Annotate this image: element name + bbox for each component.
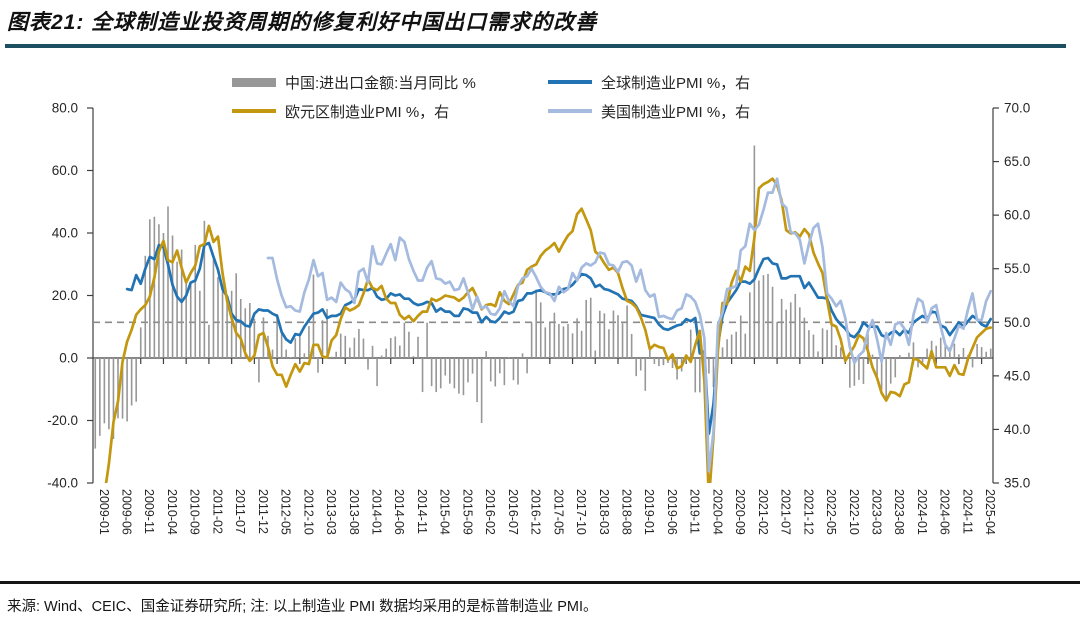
- x-axis-tick: 2022-05: [824, 489, 838, 535]
- x-axis-tick: 2013-03: [324, 489, 338, 535]
- x-axis-tick: 2012-05: [279, 489, 293, 535]
- x-axis-tick: 2020-04: [710, 489, 724, 535]
- legend-item-us-pmi: 美国制造业PMI %，右: [548, 101, 750, 121]
- x-axis-tick: 2016-12: [529, 489, 543, 535]
- series-us-pmi: [266, 177, 993, 473]
- right-axis-tick: 60.0: [1004, 208, 1030, 223]
- right-axis-tick: 45.0: [1004, 368, 1030, 383]
- x-axis-tick: 2013-08: [347, 489, 361, 535]
- x-axis-tick: 2010-04: [165, 489, 179, 535]
- title-divider: [5, 44, 1066, 48]
- x-axis-tick: 2017-05: [551, 489, 565, 535]
- x-axis-tick: 2021-12: [801, 489, 815, 535]
- right-axis-tick: 50.0: [1004, 315, 1030, 330]
- x-axis-tick: 2021-07: [779, 489, 793, 535]
- legend-label-global-pmi: 全球制造业PMI %，右: [601, 74, 751, 92]
- left-axis-tick: -20.0: [47, 413, 78, 428]
- right-axis-tick: 55.0: [1004, 261, 1030, 276]
- x-axis-tick: 2011-07: [233, 489, 247, 534]
- x-axis-tick: 2019-11: [688, 489, 702, 534]
- x-axis-tick: 2023-03: [870, 489, 884, 535]
- x-axis-tick: 2009-11: [142, 489, 156, 534]
- legend-item-china-trade: 中国:进出口金额:当月同比 %: [232, 72, 476, 92]
- x-axis-tick: 2017-10: [574, 489, 588, 535]
- left-axis-tick: 0.0: [59, 351, 78, 366]
- x-axis-tick: 2022-10: [847, 489, 861, 535]
- right-axis-tick: 40.0: [1004, 422, 1030, 437]
- right-axis-tick: 35.0: [1004, 476, 1030, 491]
- legend-label-us-pmi: 美国制造业PMI %，右: [601, 103, 751, 121]
- axis-tick-labels: 80.0 60.0 40.0 20.0 0.0 -20.0 -40.0 70.0 65.0 60.…: [47, 101, 1030, 535]
- line-swatch-icon: [232, 109, 276, 113]
- x-axis-tick: 2019-01: [642, 489, 656, 535]
- figure-title: 图表21: 全球制造业投资周期的修复利好中国出口需求的改善: [7, 11, 598, 34]
- x-axis-tick: 2015-04: [438, 489, 452, 535]
- x-axis-tick: 2009-01: [97, 489, 111, 535]
- bar-swatch-icon: [232, 77, 276, 87]
- left-axis-tick: 60.0: [52, 163, 78, 178]
- right-axis-tick: 65.0: [1004, 154, 1030, 169]
- left-axis-tick: -40.0: [47, 476, 78, 491]
- x-axis-tick: 2024-11: [960, 489, 974, 534]
- x-axis-tick: 2014-01: [370, 489, 384, 535]
- source-note: 来源: Wind、CEIC、国金证券研究所; 注: 以上制造业 PMI 数据均采…: [7, 599, 598, 615]
- legend-item-eurozone-pmi: 欧元区制造业PMI %，右: [232, 101, 449, 121]
- x-axis-tick: 2014-11: [415, 489, 429, 534]
- x-axis-tick: 2011-02: [210, 489, 224, 534]
- x-axis-tick: 2014-06: [392, 489, 406, 535]
- x-axis-tick: 2011-12: [256, 489, 270, 534]
- x-axis-tick: 2009-06: [120, 489, 134, 535]
- x-axis-tick: 2012-10: [301, 489, 315, 535]
- right-axis-tick: 70.0: [1004, 101, 1030, 116]
- series-china-trade-yoy: [94, 145, 992, 449]
- x-axis-tick: 2024-06: [938, 489, 952, 535]
- left-axis-tick: 20.0: [52, 288, 78, 303]
- x-axis-tick: 2015-09: [460, 489, 474, 535]
- x-axis-tick: 2016-02: [483, 489, 497, 535]
- footer-divider: [0, 581, 1080, 584]
- axes: [87, 107, 999, 484]
- line-swatch-icon: [548, 109, 592, 113]
- x-axis-tick: 2023-08: [892, 489, 906, 535]
- left-axis-tick: 40.0: [52, 226, 78, 241]
- x-axis-tick: 2019-06: [665, 489, 679, 535]
- x-axis-tick: 2020-09: [733, 489, 747, 535]
- legend-item-global-pmi: 全球制造业PMI %，右: [548, 72, 750, 92]
- x-axis-tick: 2016-07: [506, 489, 520, 535]
- x-axis-tick: 2018-03: [597, 489, 611, 535]
- legend-label-china-trade: 中国:进出口金额:当月同比 %: [285, 74, 476, 92]
- x-axis-tick: 2018-08: [620, 489, 634, 535]
- legend-label-eurozone-pmi: 欧元区制造业PMI %，右: [285, 103, 450, 121]
- x-axis-tick: 2010-09: [188, 489, 202, 535]
- left-axis-tick: 80.0: [52, 101, 78, 116]
- x-axis-tick: 2025-04: [983, 489, 997, 535]
- x-axis-tick: 2021-02: [756, 489, 770, 535]
- x-axis-tick: 2024-01: [915, 489, 929, 535]
- series-eurozone-pmi: [104, 177, 993, 483]
- line-swatch-icon: [548, 80, 592, 84]
